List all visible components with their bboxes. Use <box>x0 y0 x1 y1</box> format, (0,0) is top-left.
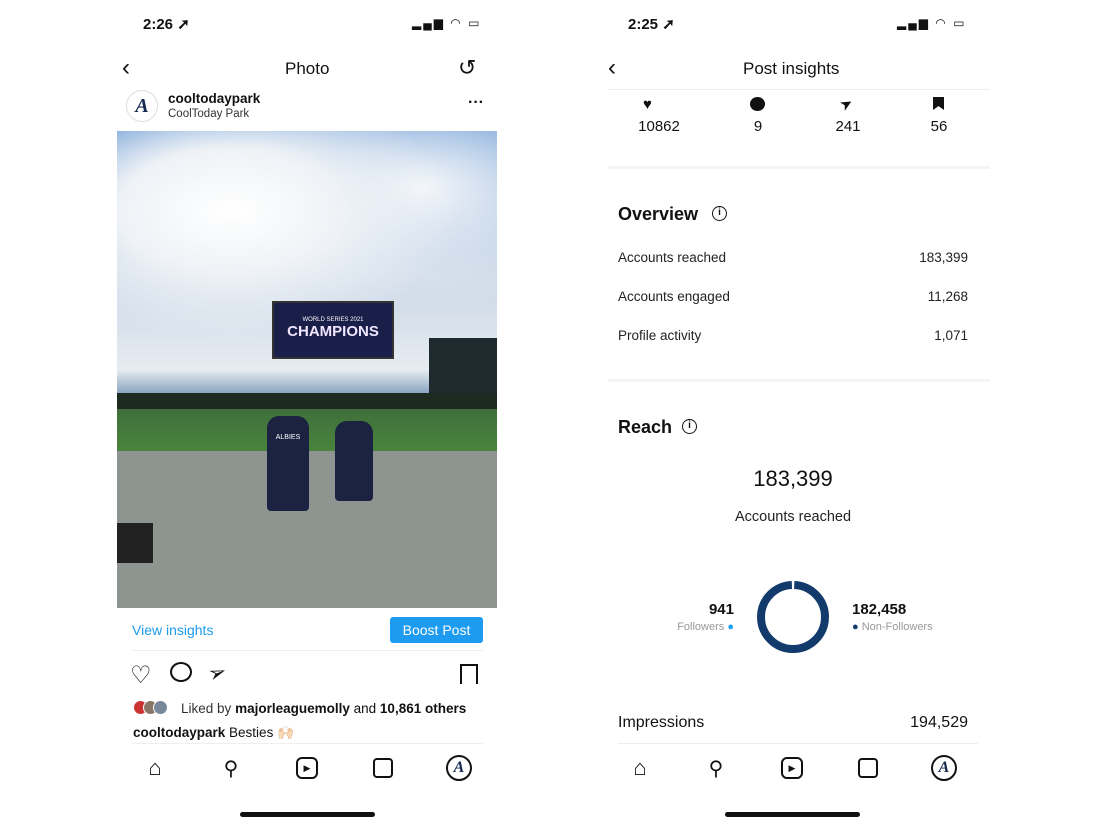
donut-gap <box>756 580 830 654</box>
back-button[interactable]: ‹ <box>122 54 130 81</box>
non-followers-value: 182,458 <box>852 601 907 618</box>
impressions-value: 194,529 <box>910 714 968 731</box>
avatar[interactable]: A <box>126 90 158 122</box>
like-icon[interactable]: ♡ <box>130 662 152 689</box>
liker-avatars <box>133 700 168 715</box>
overview-row[interactable]: Profile activity 1,071 <box>618 328 968 343</box>
status-icons: ▂▄▆ ◠ ▭ <box>897 16 967 30</box>
comments-count: 9 <box>753 118 763 135</box>
overview-row[interactable]: Accounts engaged 11,268 <box>618 289 968 304</box>
location[interactable]: CoolToday Park <box>168 108 250 120</box>
status-time: 2:25 ➚ <box>628 16 675 33</box>
followers-legend: Followers ● <box>677 621 734 633</box>
shop-icon[interactable] <box>370 755 396 781</box>
overview-title: Overview <box>618 204 699 224</box>
more-options-icon[interactable]: ··· <box>468 94 484 111</box>
username[interactable]: cooltodaypark <box>168 91 261 106</box>
page-title: Photo <box>285 59 330 78</box>
bookmark-icon[interactable] <box>460 664 478 684</box>
shares-count: 241 <box>835 118 861 135</box>
back-button[interactable]: ‹ <box>608 54 616 81</box>
impressions-label: Impressions <box>618 714 705 731</box>
view-insights-link[interactable]: View insights <box>132 622 214 638</box>
reels-icon[interactable]: ▶ <box>779 755 805 781</box>
info-icon[interactable]: i <box>712 206 727 221</box>
search-icon[interactable]: ⚲ <box>708 757 724 780</box>
status-time: 2:26 ➚ <box>143 16 190 33</box>
saves-count: 56 <box>930 118 948 135</box>
bottom-nav: ⌂ ⚲ ▶ A <box>142 755 472 781</box>
heart-icon: ♥ <box>643 96 652 113</box>
share-icon: ➤ <box>836 93 857 115</box>
bottom-nav: ⌂ ⚲ ▶ A <box>627 755 957 781</box>
reels-icon[interactable]: ▶ <box>294 755 320 781</box>
boost-post-button[interactable]: Boost Post <box>390 617 483 643</box>
status-icons: ▂▄▆ ◠ ▭ <box>412 16 482 30</box>
profile-icon[interactable]: A <box>931 755 957 781</box>
reach-total-label: Accounts reached <box>734 509 852 525</box>
reach-title: Reach <box>618 417 673 437</box>
search-icon[interactable]: ⚲ <box>223 757 239 780</box>
followers-value: 941 <box>708 601 734 618</box>
post-photo[interactable]: WORLD SERIES 2021 CHAMPIONS ALBIES <box>117 131 497 608</box>
comment-icon[interactable] <box>170 662 192 682</box>
donut-non-followers <box>757 581 829 653</box>
info-icon[interactable]: i <box>682 419 697 434</box>
profile-icon[interactable]: A <box>446 755 472 781</box>
comment-icon <box>750 97 765 111</box>
bookmark-icon <box>933 97 944 110</box>
home-icon[interactable]: ⌂ <box>633 755 647 780</box>
share-icon[interactable]: ➢ <box>204 657 230 688</box>
non-followers-legend: ● Non-Followers <box>852 621 933 633</box>
likes-count: 10862 <box>638 118 680 135</box>
page-title: Post insights <box>743 59 840 78</box>
overview-row[interactable]: Accounts reached 183,399 <box>618 250 968 265</box>
reach-total: 183,399 <box>753 466 833 491</box>
caption: cooltodaypark Besties 🙌🏻 <box>133 725 294 740</box>
likes-text[interactable]: Liked by majorleaguemolly and 10,861 oth… <box>181 701 467 716</box>
scoreboard: WORLD SERIES 2021 CHAMPIONS <box>272 301 394 359</box>
refresh-icon[interactable]: ↺ <box>458 55 477 80</box>
home-icon[interactable]: ⌂ <box>148 755 162 780</box>
reach-donut <box>756 580 830 654</box>
shop-icon[interactable] <box>855 755 881 781</box>
